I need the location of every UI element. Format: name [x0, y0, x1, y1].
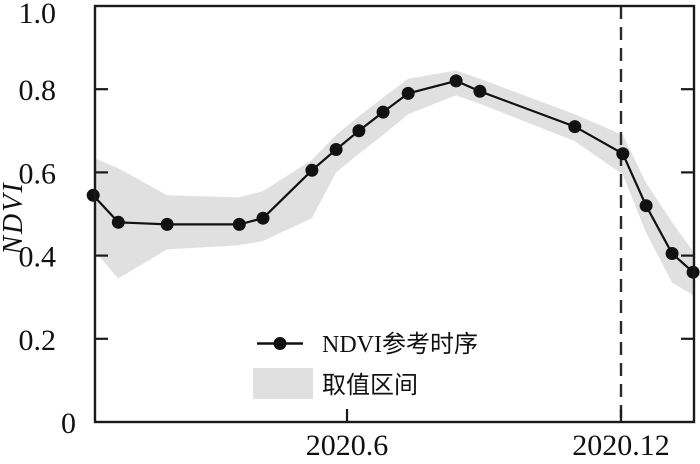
data-point: [401, 86, 415, 100]
legend-band-swatch: [253, 368, 313, 399]
data-point: [232, 217, 246, 231]
data-point: [376, 105, 390, 119]
legend-label-series: NDVI参考时序: [322, 331, 478, 358]
data-point: [665, 247, 679, 260]
data-point: [86, 188, 100, 202]
data-point: [352, 124, 366, 138]
y-tick-label: 0.4: [19, 241, 57, 274]
legend-entry-series: NDVI参考时序: [257, 331, 478, 358]
legend-dot-marker: [273, 337, 287, 350]
legend-entry-band: 取值区间: [253, 368, 418, 399]
data-point: [568, 120, 582, 134]
data-point: [449, 74, 463, 88]
y-tick-label: 1.0: [19, 0, 57, 30]
y-axis-tick-labels: 0 0.2 0.4 0.6 0.8 1.0: [19, 0, 77, 440]
data-point: [111, 215, 125, 229]
y-tick-label: 0: [61, 407, 76, 440]
data-point: [616, 147, 630, 161]
x-tick-label: 2020.6: [306, 429, 389, 462]
y-axis-title: NDVI: [0, 181, 29, 255]
legend-label-band: 取值区间: [322, 372, 418, 399]
data-point: [160, 217, 174, 231]
ndvi-series-markers: [86, 74, 700, 279]
data-point: [473, 84, 487, 98]
x-axis-tick-labels: 2020.6 2020.12: [306, 429, 670, 462]
data-point: [329, 143, 343, 156]
legend: NDVI参考时序 取值区间: [253, 331, 478, 399]
data-point: [639, 199, 653, 213]
plot-border: [93, 4, 696, 424]
y-tick-label: 0.8: [19, 74, 57, 107]
value-range-band: [95, 70, 694, 296]
y-tick-label: 0.2: [19, 324, 57, 357]
x-tick-label: 2020.12: [572, 429, 670, 462]
axis-ticks: [95, 88, 694, 422]
data-point: [305, 163, 319, 177]
y-tick-label: 0.6: [19, 157, 57, 190]
data-point: [256, 211, 270, 225]
